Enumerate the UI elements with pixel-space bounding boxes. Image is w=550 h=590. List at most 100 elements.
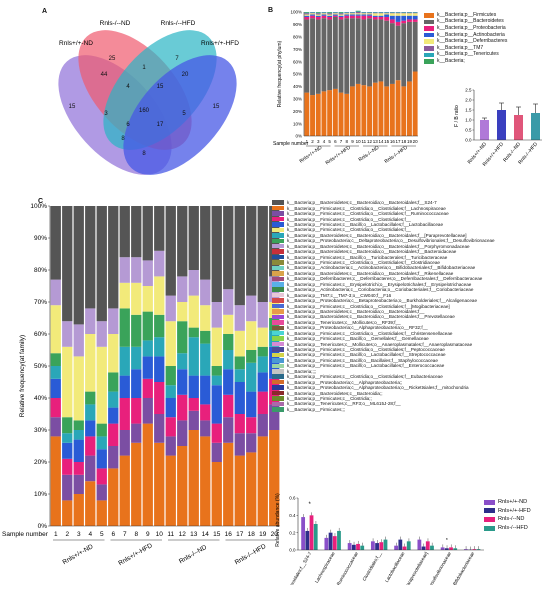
family-legend-item: k__Bacteria;p__Firmicutes;c__Clostridia;… — [272, 205, 495, 211]
phylum-bar-segment — [378, 16, 384, 20]
phylum-bar-segment — [310, 18, 315, 96]
legend-label: k__Bacteria;p__Firmicutes;c__Bacilli;o__… — [287, 254, 448, 260]
phylum-x-title: Sample number — [273, 141, 309, 147]
family-legend-item: k__Bacteria;p__Tenericutes;c__Mollicutes… — [272, 341, 495, 347]
venn-count: 15 — [69, 104, 76, 110]
phylum-legend-item: k__Bacteria;p__Actinobacteria — [424, 32, 507, 39]
family-x-tick: 5 — [100, 531, 104, 538]
venn-count: 17 — [157, 122, 164, 128]
phylum-bar-segment — [401, 20, 407, 24]
phylum-bar-segment — [361, 12, 367, 13]
phylum-bar-segment — [327, 16, 333, 20]
venn-count: 25 — [109, 56, 116, 62]
phylum-bar-segment — [412, 12, 418, 13]
panel-c-label: C — [38, 198, 44, 205]
family-bar-segment — [154, 337, 165, 357]
family-legend-item: k__Bacteria;p__Proteobacteria;c__Betapro… — [272, 298, 495, 303]
abundance-y-tick: 0.2 — [289, 530, 296, 535]
family-x-tick: 18 — [248, 531, 256, 538]
family-bar-segment — [108, 372, 119, 392]
family-x-tick: 14 — [202, 531, 210, 538]
phylum-bar-segment — [389, 83, 395, 136]
family-bar-segment — [223, 206, 234, 290]
legend-swatch — [272, 243, 284, 249]
family-bar-segment — [211, 442, 222, 462]
phylum-bar-segment — [332, 16, 338, 89]
family-bar-segment — [234, 382, 245, 414]
family-bar-segment — [211, 375, 222, 386]
phylum-bar-segment — [350, 12, 355, 13]
legend-label: k__Bacteria;p__Firmicutes;c__Bacilli;o__… — [287, 363, 445, 369]
phylum-bar-segment — [344, 12, 350, 14]
family-bar-segment — [142, 206, 153, 261]
family-bar-segment — [234, 356, 245, 370]
family-bar-segment — [257, 391, 268, 414]
family-legend-item: k__Bacteria;p__Deferribacteres;c__Deferr… — [272, 276, 495, 281]
family-legend-item: k__Bacteria;;;; — [272, 369, 495, 374]
family-bar-segment — [246, 391, 257, 418]
phylum-bar-segment — [321, 12, 327, 14]
legend-label: k__Bacteria;p__Bacteroidetes;c__Bacteroi… — [287, 243, 470, 249]
phylum-bar-segment — [361, 85, 367, 136]
family-bar-segment — [96, 206, 107, 322]
family-bar-segment — [223, 394, 234, 418]
legend-swatch — [272, 200, 284, 205]
phylum-bar-segment — [327, 14, 333, 16]
phylum-bar-segment — [372, 13, 378, 16]
abundance-x-tick: [Paraprevotellaceae] — [403, 551, 428, 585]
legend-swatch — [272, 330, 284, 336]
phylum-bar-segment — [315, 14, 321, 16]
family-bar-segment — [188, 295, 199, 328]
abundance-bar — [476, 549, 481, 550]
family-bar-segment — [85, 420, 96, 437]
family-bar-segment — [269, 404, 280, 430]
family-legend-item: k__Bacteria;p__Bacteroidetes;c__Bacteroi… — [272, 200, 495, 205]
family-bar-segment — [188, 337, 199, 376]
family-bar-segment — [177, 276, 188, 302]
family-legend-item: k__Bacteria;p__Firmicutes;c__Erysipelotr… — [272, 282, 495, 287]
legend-swatch — [424, 39, 434, 44]
fb-y-tick: 2.5 — [465, 88, 472, 93]
family-x-tick: 6 — [111, 531, 115, 538]
phylum-bar-segment — [407, 81, 412, 136]
family-bar-segment — [73, 462, 84, 475]
phylum-legend: k__Bacteria;p__Firmicutes k__Bacteria;p__… — [424, 12, 507, 65]
phylum-group-label: Rnls-/--HFD — [384, 145, 410, 165]
family-bar-segment — [85, 455, 96, 482]
phylum-bar-segment — [372, 82, 378, 136]
family-y-tick: 40% — [34, 395, 47, 402]
legend-label: k__Bacteria;p__Firmicutes;c__Clostridia;… — [287, 227, 411, 233]
phylum-bar-segment — [332, 15, 338, 17]
venn-count: 5 — [182, 111, 186, 117]
phylum-bar-segment — [412, 13, 418, 16]
venn-count: 1 — [142, 65, 146, 71]
family-bar-segment — [165, 366, 176, 386]
family-bar-segment — [234, 414, 245, 434]
family-bar-segment — [131, 257, 142, 283]
phylum-bar-segment — [389, 12, 395, 13]
family-bar-segment — [200, 375, 211, 405]
legend-label: k__Bacteria;p__Proteobacteria;c__Alphapr… — [287, 385, 469, 391]
family-bar-segment — [188, 206, 199, 270]
legend-label: k__Bacteria;p__Firmicutes;c__Clostridia;… — [287, 347, 445, 353]
phylum-bar-segment — [344, 12, 350, 13]
family-bar-segment — [223, 417, 234, 443]
phylum-bar-segment — [395, 13, 401, 16]
phylum-y-tick: 80% — [293, 35, 302, 40]
family-bar-segment — [96, 500, 107, 526]
family-bar-segment — [269, 346, 280, 379]
legend-swatch — [424, 26, 434, 31]
legend-swatch — [424, 13, 434, 18]
phylum-bar-segment — [378, 13, 384, 16]
phylum-bar-segment — [350, 13, 355, 15]
phylum-bar-segment — [407, 21, 412, 82]
family-bar-segment — [257, 372, 268, 392]
phylum-x-tick: 1 — [306, 139, 309, 144]
abundance-bar — [425, 541, 430, 550]
family-bar-segment — [165, 436, 176, 456]
legend-swatch — [424, 52, 434, 58]
phylum-bar-segment — [344, 14, 350, 16]
family-bar-segment — [223, 350, 234, 370]
legend-label: k__Bacteria;p__Proteobacteria;c__Alphapr… — [287, 379, 403, 385]
family-bar-segment — [177, 446, 188, 526]
